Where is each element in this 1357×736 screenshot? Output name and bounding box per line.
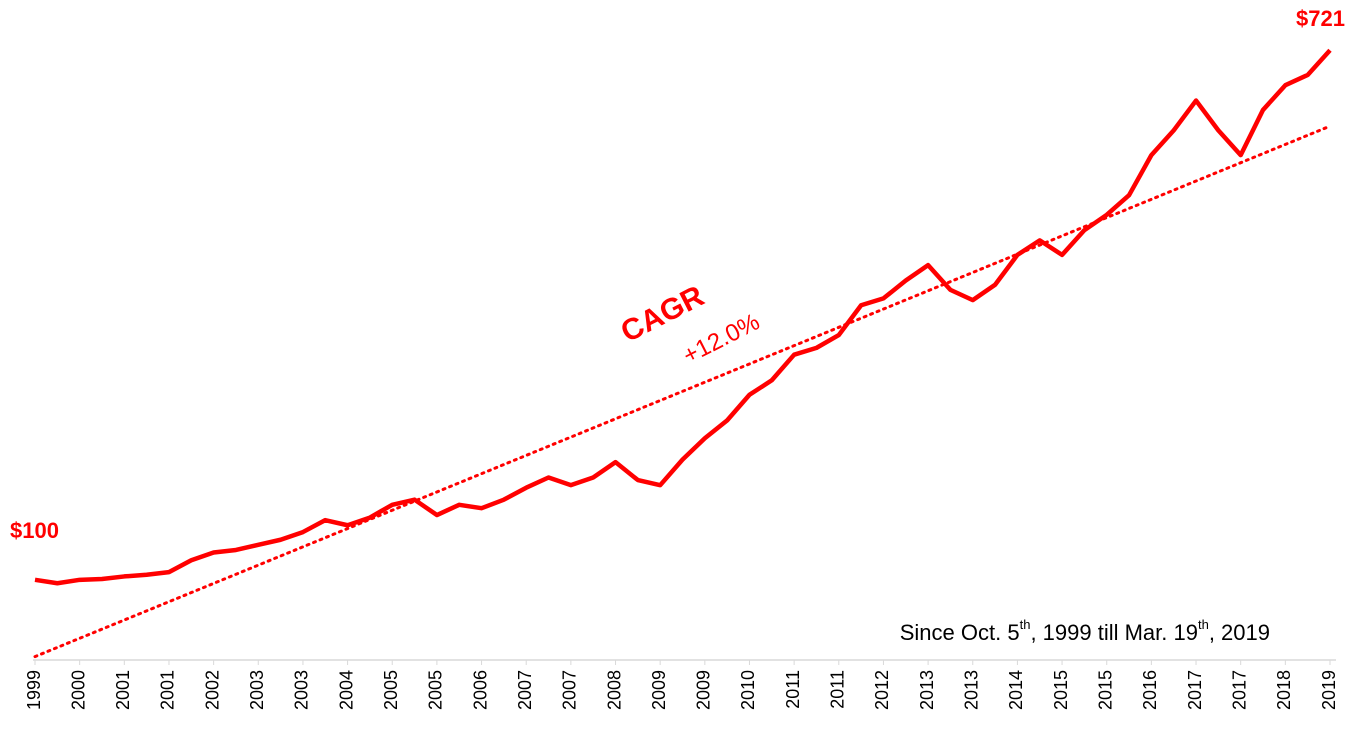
x-tick-label: 2008 [604, 670, 624, 710]
x-tick-label: 2018 [1274, 670, 1294, 710]
x-tick-label: 2007 [560, 670, 580, 710]
x-tick-label: 2004 [336, 670, 356, 710]
x-tick-label: 2012 [872, 670, 892, 710]
x-tick-label: 2013 [962, 670, 982, 710]
x-tick-label: 2011 [828, 670, 848, 709]
x-tick-label: 2015 [1051, 670, 1071, 710]
note-part: , 2019 [1209, 620, 1270, 645]
x-tick-label: 2001 [113, 670, 133, 710]
x-tick-label: 2003 [292, 670, 312, 710]
x-tick-label: 2007 [515, 670, 535, 710]
x-tick-label: 2016 [1140, 670, 1160, 710]
x-tick-label: 2006 [470, 670, 490, 710]
x-tick-label: 2011 [783, 670, 803, 709]
note-part: Since Oct. 5 [900, 620, 1020, 645]
x-tick-label: 2009 [649, 670, 669, 710]
x-tick-label: 2017 [1229, 670, 1249, 710]
note-sup: th [1198, 617, 1209, 632]
note-part: , 1999 till Mar. 19 [1030, 620, 1198, 645]
x-tick-label: 2017 [1185, 670, 1205, 710]
x-tick-label: 2014 [1006, 670, 1026, 710]
series-line [34, 48, 1332, 586]
x-tick-label: 2005 [381, 670, 401, 710]
trend-line [33, 124, 1332, 659]
note: Since Oct. 5th, 1999 till Mar. 19th, 201… [900, 617, 1270, 644]
x-tick-label: 2000 [68, 670, 88, 710]
x-tick-label: 2013 [917, 670, 937, 710]
x-tick-label: 2001 [158, 670, 178, 710]
x-tick-label: 2019 [1319, 670, 1339, 710]
x-tick-label: 2003 [247, 670, 267, 710]
x-tick-label: 2009 [694, 670, 714, 710]
note-sup: th [1020, 617, 1031, 632]
x-tick-label: 2015 [1095, 670, 1115, 710]
x-tick-label: 1999 [24, 670, 44, 710]
x-tick-label: 2010 [738, 670, 758, 710]
x-tick-label: 2005 [426, 670, 446, 710]
data-label: $721 [1296, 6, 1345, 31]
x-tick-label: 2002 [202, 670, 222, 710]
data-label: $100 [10, 518, 59, 543]
